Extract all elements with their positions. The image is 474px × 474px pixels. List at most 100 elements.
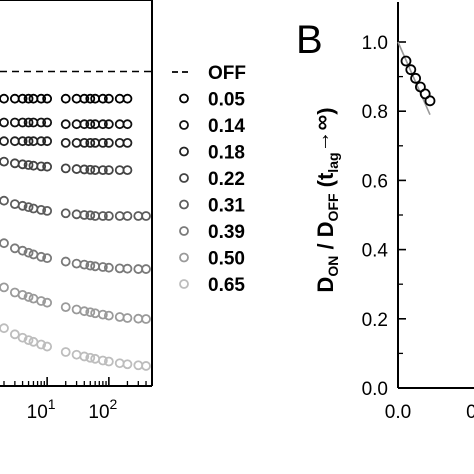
panel-b-fit-line bbox=[397, 41, 431, 115]
data-point bbox=[97, 355, 108, 366]
data-point bbox=[36, 296, 47, 306]
data-point bbox=[71, 258, 82, 269]
data-point bbox=[103, 211, 114, 221]
data-point bbox=[103, 356, 114, 367]
data-point bbox=[405, 64, 417, 76]
svg-text:DON / DOFF (tlag→∞): DON / DOFF (tlag→∞) bbox=[309, 107, 341, 292]
data-point bbox=[23, 93, 34, 104]
data-point bbox=[71, 137, 82, 148]
legend-label: OFF bbox=[208, 63, 246, 84]
data-point bbox=[79, 210, 90, 220]
y-tick-label: 0.6 bbox=[362, 171, 388, 192]
series-0.31 bbox=[0, 195, 151, 221]
data-point bbox=[114, 119, 125, 130]
data-point bbox=[122, 263, 133, 274]
ylabel-main-4: ) bbox=[313, 107, 338, 114]
data-point bbox=[141, 211, 151, 221]
data-point bbox=[9, 243, 20, 254]
data-point bbox=[122, 165, 133, 176]
series-0.05 bbox=[0, 93, 133, 104]
data-point bbox=[103, 310, 114, 321]
legend-entry-0.65: 0.65 bbox=[179, 275, 245, 296]
data-point bbox=[17, 117, 28, 128]
legend-label: 0.65 bbox=[208, 275, 245, 296]
panel-a-x-tick-labels: 101 102 bbox=[27, 396, 118, 423]
data-point bbox=[9, 329, 20, 340]
data-point bbox=[79, 306, 90, 317]
data-point bbox=[0, 136, 9, 147]
y-tick-label: 0.4 bbox=[362, 241, 389, 262]
data-point bbox=[90, 353, 101, 364]
data-point bbox=[133, 313, 144, 324]
data-point bbox=[42, 93, 53, 104]
data-point bbox=[60, 256, 71, 267]
x-tick-label: 0.0 bbox=[385, 402, 411, 423]
data-point bbox=[122, 211, 133, 221]
data-point bbox=[42, 297, 53, 308]
data-point bbox=[23, 292, 34, 302]
data-point bbox=[60, 302, 71, 313]
data-point bbox=[36, 93, 47, 104]
data-point bbox=[60, 208, 71, 219]
data-point bbox=[97, 211, 108, 221]
data-point bbox=[85, 307, 96, 318]
data-point bbox=[0, 93, 9, 104]
data-point bbox=[114, 211, 125, 221]
data-point bbox=[23, 160, 34, 170]
data-point bbox=[36, 339, 47, 350]
legend-entry-0.39: 0.39 bbox=[179, 222, 245, 243]
data-point bbox=[114, 312, 125, 322]
series-0.22 bbox=[0, 156, 133, 176]
data-point bbox=[90, 308, 101, 319]
panel-b-ticks bbox=[398, 41, 406, 389]
data-point bbox=[28, 160, 39, 171]
data-point bbox=[79, 119, 90, 130]
data-point bbox=[71, 209, 82, 220]
data-point bbox=[0, 117, 9, 128]
data-point bbox=[0, 282, 9, 293]
data-point bbox=[79, 164, 90, 175]
legend-circle-marker bbox=[179, 93, 189, 104]
data-point bbox=[42, 341, 53, 352]
data-point bbox=[103, 93, 114, 104]
y-tick-label: 0.8 bbox=[362, 102, 388, 123]
panel-b: 0.0 0.2 0.4 0.6 0.8 1.0 0.0 0. DON / DOFF (tla… bbox=[309, 2, 474, 423]
data-point bbox=[103, 137, 114, 148]
data-point bbox=[36, 251, 47, 262]
data-point bbox=[133, 360, 144, 371]
panel-b-y-axis-label: DON / DOFF (tlag→∞) bbox=[309, 107, 341, 292]
data-point bbox=[114, 358, 125, 369]
legend-label: 0.22 bbox=[208, 169, 245, 190]
series-0.18 bbox=[0, 136, 133, 148]
data-point bbox=[17, 289, 28, 300]
data-point bbox=[0, 156, 9, 167]
data-point bbox=[9, 158, 20, 169]
legend-label: 0.31 bbox=[208, 196, 245, 217]
data-point bbox=[97, 262, 108, 272]
legend-label: 0.14 bbox=[208, 116, 245, 137]
ylabel-sub-lag: lag bbox=[325, 152, 341, 172]
data-point bbox=[85, 210, 96, 221]
legend-circle-marker bbox=[179, 252, 189, 263]
data-point bbox=[141, 314, 151, 324]
data-point bbox=[114, 263, 125, 274]
ylabel-sub-off: OFF bbox=[325, 193, 341, 221]
data-point bbox=[79, 259, 90, 270]
data-point bbox=[42, 205, 53, 216]
y-tick-label: 1.0 bbox=[362, 33, 388, 54]
data-point bbox=[42, 161, 53, 172]
data-point bbox=[400, 55, 412, 67]
data-point bbox=[122, 93, 133, 104]
data-point bbox=[85, 137, 96, 148]
legend-circle-marker bbox=[179, 173, 189, 183]
data-point bbox=[103, 165, 114, 176]
legend-circle-marker bbox=[179, 120, 189, 130]
data-point bbox=[42, 253, 53, 264]
data-point bbox=[122, 359, 133, 370]
legend-circle-marker bbox=[179, 146, 189, 157]
data-point bbox=[17, 136, 28, 147]
legend: OFF 0.05 0.14 0.18 0.22 0.31 0.39 0.50 0.65 bbox=[172, 63, 246, 296]
data-point bbox=[60, 137, 71, 148]
data-point bbox=[17, 93, 28, 104]
legend-label: 0.50 bbox=[208, 249, 245, 270]
